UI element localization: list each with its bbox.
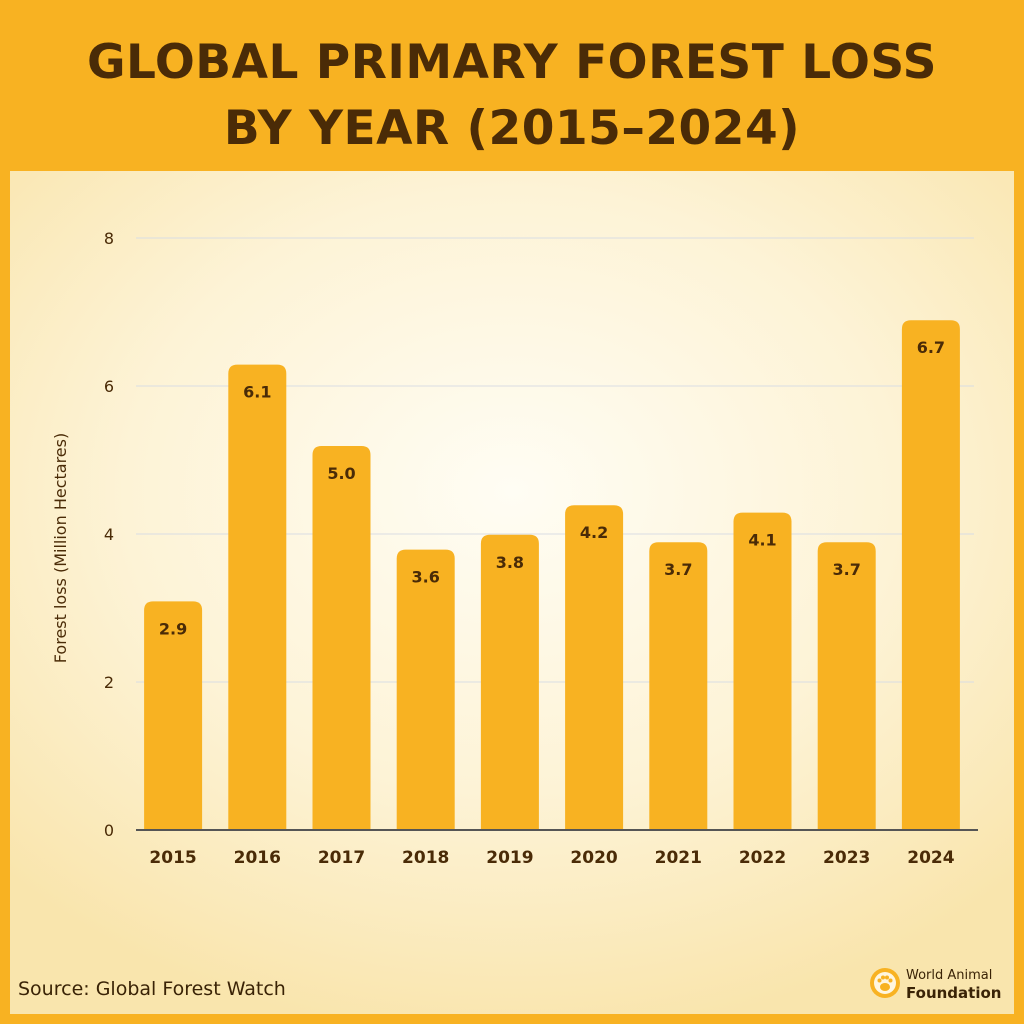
data-label: 3.8: [496, 553, 524, 572]
x-tick-label: 2017: [318, 848, 365, 868]
x-tick-label: 2018: [402, 848, 449, 868]
bar-2018[interactable]: [396, 549, 455, 830]
x-tick-label: 2023: [823, 848, 870, 868]
title-line-2: BY YEAR (2015–2024): [223, 101, 801, 156]
data-label: 3.6: [412, 568, 440, 587]
x-tick-label: 2024: [907, 848, 954, 868]
y-tick-label: 0: [104, 821, 114, 840]
bar-2023[interactable]: [817, 542, 876, 830]
data-label: 2.9: [159, 619, 187, 638]
y-tick-label: 6: [104, 377, 114, 396]
source-note: Source: Global Forest Watch: [18, 978, 286, 1000]
data-label: 4.2: [580, 523, 608, 542]
x-tick-label: 2022: [739, 848, 786, 868]
data-label: 3.7: [833, 560, 861, 579]
data-label: 6.7: [917, 338, 945, 357]
bar-2022[interactable]: [733, 512, 792, 830]
world-animal-foundation-logo: World Animal Foundation: [868, 964, 1018, 1008]
chart-title: GLOBAL PRIMARY FOREST LOSS BY YEAR (2015…: [0, 30, 1024, 162]
x-tick-label: 2021: [655, 848, 702, 868]
bar-2021[interactable]: [649, 542, 708, 830]
logo-text-line-1: World Animal: [906, 968, 993, 983]
data-label: 5.0: [327, 464, 355, 483]
bar-2020[interactable]: [565, 505, 624, 830]
bar-2016[interactable]: [228, 364, 287, 830]
paw-globe-icon: [870, 968, 900, 998]
y-tick-label: 2: [104, 673, 114, 692]
x-tick-label: 2019: [486, 848, 533, 868]
x-tick-label: 2020: [570, 848, 617, 868]
bar-2017[interactable]: [312, 446, 371, 830]
x-tick-label: 2015: [149, 848, 196, 868]
bar-2019[interactable]: [480, 534, 539, 830]
y-axis-title: Forest loss (Million Hectares): [51, 433, 70, 663]
data-label: 4.1: [748, 531, 776, 550]
x-tick-label: 2016: [234, 848, 281, 868]
data-label: 6.1: [243, 383, 271, 402]
y-tick-label: 8: [104, 229, 114, 248]
logo-text-line-2: Foundation: [906, 984, 1002, 1002]
data-label: 3.7: [664, 560, 692, 579]
y-tick-label: 4: [104, 525, 114, 544]
title-line-1: GLOBAL PRIMARY FOREST LOSS: [86, 35, 938, 90]
bar-2015[interactable]: [144, 601, 203, 830]
bar-2024[interactable]: [901, 320, 960, 830]
